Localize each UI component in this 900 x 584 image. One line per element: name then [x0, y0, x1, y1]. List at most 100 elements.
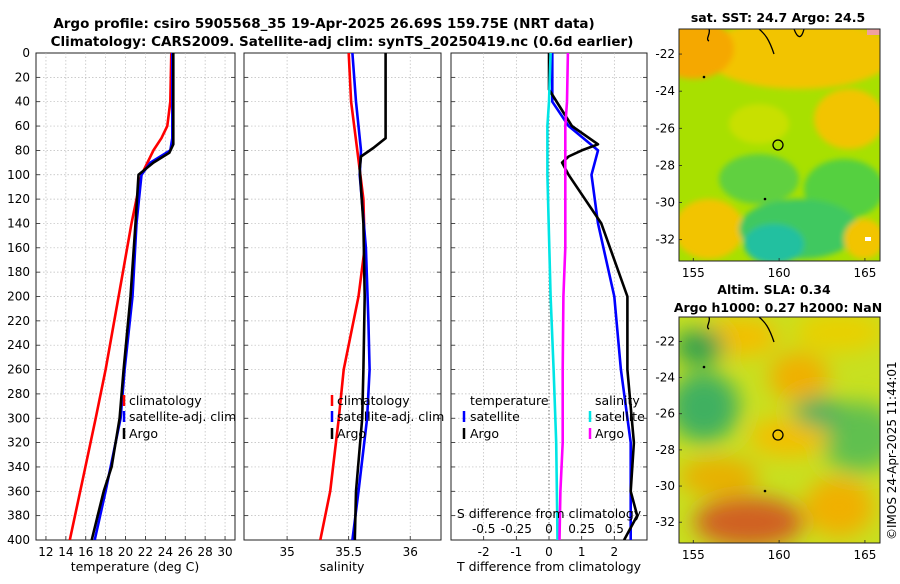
- legend-temperature-title: temperature: [470, 393, 549, 408]
- sst-map-panel: sat. SST: 24.7 Argo: 24.5 15: [655, 10, 881, 280]
- series-line-t-satellite: [550, 53, 633, 540]
- map-lon-tick-label: 160: [768, 266, 791, 280]
- t-difference-axis-label: T difference from climatology: [456, 559, 642, 574]
- legend-climatology-label: climatology: [129, 393, 202, 408]
- map-lon-tick-label: 155: [682, 266, 705, 280]
- depth-tick-label: 400: [7, 533, 30, 547]
- map-lat-tick-label: -22: [655, 47, 675, 61]
- depth-tick-label: 360: [7, 484, 30, 498]
- map-lon-tick-label: 165: [853, 548, 876, 562]
- difference-lines: [546, 53, 639, 540]
- temperature-lines: [68, 53, 175, 540]
- map-lon-tick-label: 165: [853, 266, 876, 280]
- depth-tick-label: 100: [7, 168, 30, 182]
- legend-s-argo-label: Argo: [595, 426, 624, 441]
- legend-argo-label: Argo: [337, 426, 366, 441]
- salinity-axis-label: salinity: [320, 559, 365, 574]
- x-tick-label: 35: [279, 545, 294, 559]
- imos-credit: ©IMOS 24-Apr-2025 11:44:01: [885, 361, 899, 540]
- t-difference-tick-labels: -2 -1 0 1 2: [478, 545, 618, 559]
- temperature-axis-label: temperature (deg C): [71, 559, 200, 574]
- map-lon-tick-label: 155: [682, 548, 705, 562]
- sla-map-image: [679, 317, 880, 543]
- map-lon-tick-label: 160: [768, 548, 791, 562]
- x-tick-label: 2: [611, 545, 619, 559]
- sla-map-title-line1: Altim. SLA: 0.34: [717, 282, 831, 297]
- depth-tick-label: 140: [7, 216, 30, 230]
- depth-tick-labels: 0 20 40 60 80 100 120 140 160 180 200 220 240 260 280 3…: [7, 46, 30, 547]
- figure-title-line1: Argo profile: csiro 5905568_35 19-Apr-20…: [53, 16, 594, 32]
- x-tick-label: -2: [478, 545, 490, 559]
- sla-map-tick-labels: 155 160 165 -22 -24 -26 -28 -30 -32: [655, 334, 876, 562]
- depth-tick-label: 200: [7, 290, 30, 304]
- legend-t-satellite-label: satellite: [470, 409, 520, 424]
- x-tick-label: 22: [138, 545, 153, 559]
- depth-tick-label: 180: [7, 265, 30, 279]
- depth-tick-label: 300: [7, 411, 30, 425]
- sst-map-image: [679, 29, 880, 261]
- map-lat-tick-label: -28: [655, 158, 675, 172]
- x-tick-label: 36: [403, 545, 418, 559]
- depth-tick-label: 20: [15, 70, 30, 84]
- map-lat-tick-label: -30: [655, 479, 675, 493]
- legend-salinity-title: salinity: [595, 393, 640, 408]
- depth-tick-label: 60: [15, 119, 30, 133]
- sla-map-title-line2: Argo h1000: 0.27 h2000: NaN: [674, 300, 882, 315]
- series-line-t-argo: [547, 53, 639, 540]
- map-lat-tick-label: -28: [655, 443, 675, 457]
- depth-tick-label: 380: [7, 509, 30, 523]
- x-tick-label: 28: [198, 545, 213, 559]
- figure-title-line2: Climatology: CARS2009. Satellite-adj cli…: [51, 34, 634, 50]
- depth-tick-label: 260: [7, 363, 30, 377]
- s-diff-tick-label: 0: [545, 522, 553, 536]
- s-difference-tick-labels: -0.5 -0.25 0 0.25 0.5: [472, 522, 624, 536]
- sla-map-frame: [678, 316, 881, 544]
- s-diff-tick-label: 0.25: [568, 522, 595, 536]
- depth-tick-label: 280: [7, 387, 30, 401]
- map-lat-tick-label: -30: [655, 196, 675, 210]
- map-lat-tick-label: -24: [655, 371, 675, 385]
- s-diff-tick-label: -0.25: [501, 522, 532, 536]
- salinity-lines: [319, 53, 387, 540]
- difference-legend: temperature satellite Argo salinity sate…: [462, 393, 645, 441]
- depth-tick-label: 120: [7, 192, 30, 206]
- legend-s-satellite-label: satellite: [595, 409, 645, 424]
- legend-argo-label: Argo: [129, 426, 158, 441]
- temperature-panel: 0 20 40 60 80 100 120 140 160 180 200 220 240 260 280 3…: [7, 46, 236, 574]
- s-difference-axis-label: S difference from climatology: [457, 506, 642, 521]
- depth-tick-label: 220: [7, 314, 30, 328]
- sla-map-panel: Altim. SLA: 0.34 Argo h1000: 0.27 h2000:…: [655, 282, 882, 562]
- temperature-tick-labels: 12 14 16 18 20 22 24 26 28 30: [38, 545, 232, 559]
- s-diff-tick-label: -0.5: [472, 522, 495, 536]
- map-lat-tick-label: -26: [655, 121, 675, 135]
- x-tick-label: -1: [510, 545, 522, 559]
- x-tick-label: 35.5: [335, 545, 362, 559]
- map-lat-tick-label: -32: [655, 233, 675, 247]
- series-line-argo: [90, 53, 175, 540]
- x-tick-label: 30: [217, 545, 232, 559]
- s-diff-tick-label: 0.5: [605, 522, 624, 536]
- legend-t-argo-label: Argo: [470, 426, 499, 441]
- x-tick-label: 0: [545, 545, 553, 559]
- series-line-satellite-adj-clim: [351, 53, 371, 540]
- series-line-s-satellite: [546, 53, 559, 540]
- map-lat-tick-label: -22: [655, 334, 675, 348]
- map-lat-tick-label: -32: [655, 515, 675, 529]
- sst-map-frame: [678, 28, 881, 262]
- series-line-argo: [353, 53, 387, 540]
- salinity-tick-labels: 35 35.5 36: [279, 545, 417, 559]
- map-lat-tick-label: -26: [655, 407, 675, 421]
- legend-climatology-label: climatology: [337, 393, 410, 408]
- sst-map-tick-labels: 155 160 165 -22 -24 -26 -28 -30 -32: [655, 47, 876, 280]
- temperature-legend: climatology satellite-adj. clim Argo: [122, 393, 236, 441]
- legend-satellite-label: satellite-adj. clim: [337, 409, 444, 424]
- x-tick-label: 1: [578, 545, 586, 559]
- x-tick-label: 18: [98, 545, 113, 559]
- depth-tick-label: 320: [7, 436, 30, 450]
- series-line-climatology: [319, 53, 367, 540]
- x-tick-label: 24: [158, 545, 173, 559]
- legend-satellite-label: satellite-adj. clim: [129, 409, 236, 424]
- depth-tick-label: 160: [7, 241, 30, 255]
